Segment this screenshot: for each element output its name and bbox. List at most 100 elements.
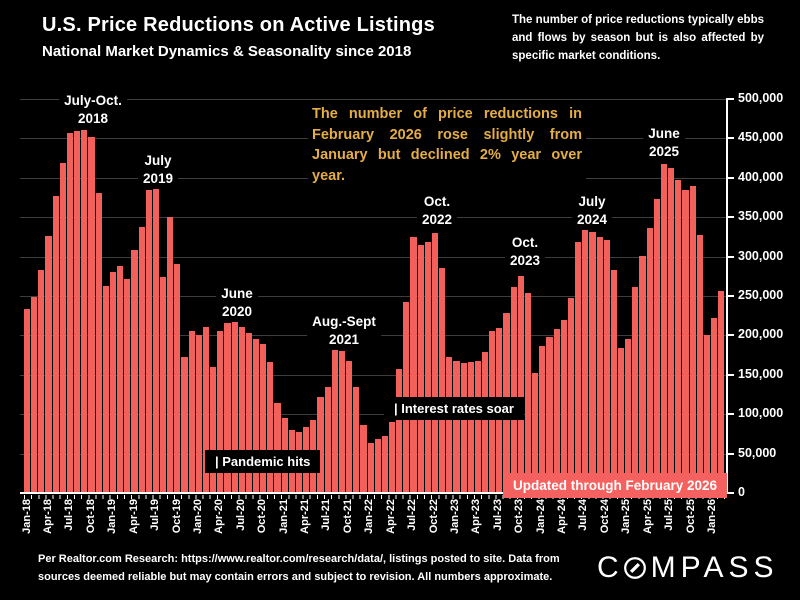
bar [353, 386, 360, 493]
bar [102, 285, 109, 493]
x-tick-label: Oct-21 [341, 499, 354, 534]
x-tick-label: Oct-22 [427, 499, 440, 534]
bar [610, 270, 617, 493]
callout-2018-peak: July-Oct. 2018 [59, 91, 127, 129]
logo-text-mpass: MPASS [650, 551, 779, 584]
bar [417, 244, 424, 493]
callout-2021-peak: Aug.-Sept 2021 [307, 312, 381, 350]
bar [145, 189, 152, 493]
x-tick-label: Jul-20 [234, 499, 247, 531]
bar [210, 366, 217, 493]
yoy-annotation: The number of price reductions in Februa… [308, 102, 586, 189]
callout-2022-peak: Oct. 2022 [416, 192, 458, 230]
bar [582, 225, 589, 493]
gridline [20, 217, 726, 219]
flag-interest-rates-soar: | Interest rates soar [384, 397, 524, 420]
y-tick [726, 137, 734, 140]
bar [202, 326, 210, 493]
bar [31, 296, 38, 493]
bar [653, 199, 660, 493]
y-tick [726, 98, 734, 100]
y-tick-label: 200,000 [738, 327, 784, 342]
x-tick-label: Jan-20 [191, 499, 204, 534]
bar [253, 338, 260, 493]
bar [131, 250, 138, 493]
bar [138, 227, 145, 493]
bar [360, 425, 367, 493]
bar [517, 276, 524, 493]
bar [682, 189, 689, 493]
bar [703, 335, 710, 493]
bar [181, 357, 188, 493]
bar [567, 298, 575, 493]
logo-text-c: C [597, 551, 624, 584]
x-tick-label: Jan-18 [20, 499, 33, 534]
x-tick-label: Jan-21 [277, 499, 290, 534]
bar [260, 344, 267, 493]
bar [660, 164, 668, 493]
bar [245, 333, 252, 493]
x-tick-label: Jul-18 [63, 499, 76, 531]
y-tick [726, 295, 734, 297]
bar [109, 272, 117, 493]
bar [374, 439, 381, 493]
bar [617, 348, 625, 493]
y-tick-label: 50,000 [738, 445, 777, 460]
bar [639, 255, 646, 493]
bar [24, 309, 31, 493]
bar [453, 361, 460, 493]
bar [553, 329, 560, 493]
page-title: U.S. Price Reductions on Active Listings [42, 14, 435, 36]
bar [224, 322, 231, 493]
bar-series [20, 99, 726, 493]
x-tick-label: Oct-20 [256, 499, 269, 534]
bar [632, 287, 639, 493]
x-tick-label: Jul-25 [663, 499, 676, 531]
x-tick-label: Apr-23 [470, 499, 483, 534]
x-tick-label: Jul-22 [406, 499, 419, 531]
page-subtitle: National Market Dynamics & Seasonality s… [42, 43, 412, 60]
bar [267, 362, 274, 493]
x-tick-label: Oct-24 [598, 499, 611, 534]
bar [532, 373, 539, 493]
bar [238, 326, 245, 493]
compass-logo: C MPASS [597, 551, 778, 585]
y-tick [726, 176, 734, 179]
x-tick-label: Oct-23 [513, 499, 526, 534]
y-tick-label: 450,000 [738, 130, 784, 145]
x-tick-label: Oct-25 [684, 499, 697, 534]
y-tick-label: 350,000 [738, 209, 784, 224]
bar [424, 241, 431, 493]
y-tick-label: 150,000 [738, 366, 784, 381]
x-tick-label: Jan-19 [106, 499, 119, 534]
bar [195, 335, 202, 493]
bar [689, 185, 696, 493]
x-tick-label: Jul-23 [491, 499, 504, 531]
bar [117, 266, 124, 493]
callout-2019-peak: July 2019 [137, 151, 179, 189]
bar [589, 232, 596, 493]
bar [474, 361, 481, 493]
bar [324, 386, 331, 493]
bar [396, 368, 403, 493]
x-tick-label: Jul-21 [320, 499, 333, 531]
y-tick [726, 413, 734, 416]
callout-2025-peak: June 2025 [643, 124, 685, 162]
bar [625, 339, 632, 493]
bar [346, 360, 353, 493]
bar [446, 357, 453, 493]
bar [74, 131, 81, 493]
bar [381, 436, 388, 493]
bar [52, 195, 59, 493]
y-tick-label: 500,000 [738, 91, 784, 105]
bar [510, 287, 517, 493]
y-tick-label: 250,000 [738, 288, 784, 302]
bar [546, 336, 553, 493]
x-tick-label: Apr-22 [384, 499, 397, 534]
bar [152, 187, 159, 493]
bar [88, 136, 95, 493]
bar [668, 167, 675, 493]
bar [467, 362, 474, 493]
bar [482, 351, 489, 493]
